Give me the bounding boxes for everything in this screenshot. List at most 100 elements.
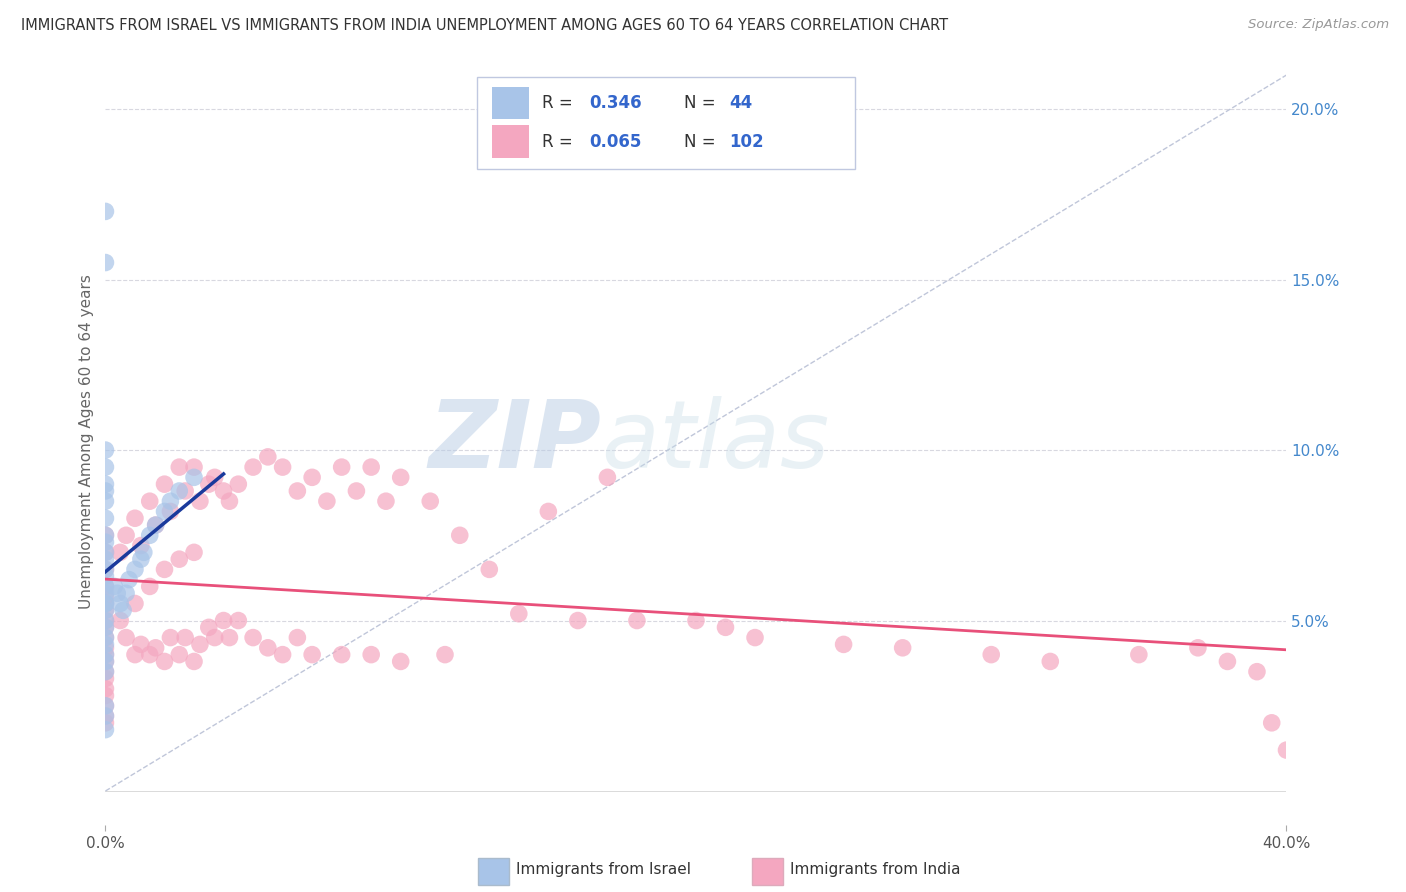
Text: 44: 44 (730, 95, 752, 112)
Point (94, 698, 117, 713)
Point (94, 477, 117, 491)
Text: Source: ZipAtlas.com: Source: ZipAtlas.com (1249, 18, 1389, 31)
Point (124, 511, 146, 525)
Point (94, 655, 117, 669)
Point (197, 477, 219, 491)
Text: N =: N = (685, 133, 721, 151)
Point (744, 631, 766, 645)
Point (94, 672, 117, 686)
Point (257, 640, 280, 655)
Point (626, 614, 648, 628)
Point (94, 590, 117, 604)
Point (94, 665, 117, 679)
Point (145, 640, 167, 655)
Point (138, 494, 162, 508)
Y-axis label: Unemployment Among Ages 60 to 64 years: Unemployment Among Ages 60 to 64 years (79, 274, 94, 609)
Point (508, 607, 530, 621)
Point (188, 637, 211, 651)
Point (129, 539, 152, 553)
Point (183, 460, 205, 475)
Point (197, 620, 219, 634)
Point (94, 535, 117, 549)
Point (685, 614, 707, 628)
Point (94, 528, 117, 542)
Point (346, 483, 368, 498)
Point (94, 597, 117, 611)
Point (183, 545, 205, 559)
Point (287, 631, 309, 645)
Point (94, 648, 117, 662)
Point (94, 631, 117, 645)
Point (374, 494, 398, 508)
Point (145, 518, 167, 533)
Point (124, 597, 146, 611)
Point (94, 603, 117, 617)
Point (94, 681, 117, 696)
Point (567, 614, 589, 628)
Point (218, 631, 240, 645)
Point (330, 460, 353, 475)
Point (159, 494, 181, 508)
Point (271, 460, 294, 475)
Text: 102: 102 (730, 133, 763, 151)
Point (94, 637, 117, 651)
Text: R =: R = (543, 95, 578, 112)
Point (94, 255, 117, 269)
Point (110, 545, 132, 559)
Point (94, 709, 117, 723)
Point (94, 545, 117, 559)
Point (129, 552, 152, 566)
Point (94, 460, 117, 475)
Text: Immigrants from India: Immigrants from India (790, 863, 960, 877)
Point (169, 460, 191, 475)
Point (94, 528, 117, 542)
Text: 0.346: 0.346 (589, 95, 643, 112)
Point (124, 648, 146, 662)
Point (287, 483, 309, 498)
Point (118, 573, 141, 587)
Point (110, 597, 132, 611)
Point (257, 450, 280, 464)
Text: atlas: atlas (602, 396, 830, 487)
Point (124, 562, 146, 576)
Point (1187, 640, 1209, 655)
Point (169, 483, 191, 498)
Point (433, 648, 456, 662)
Bar (492, 126, 530, 158)
Point (537, 504, 560, 518)
Text: Immigrants from Israel: Immigrants from Israel (516, 863, 690, 877)
Point (159, 631, 181, 645)
Point (1128, 648, 1150, 662)
Point (94, 665, 117, 679)
Point (110, 614, 132, 628)
Point (159, 504, 181, 518)
Point (478, 562, 501, 576)
Point (94, 614, 117, 628)
Point (832, 637, 855, 651)
Point (94, 569, 117, 583)
Point (153, 655, 176, 669)
Text: R =: R = (543, 133, 578, 151)
Point (94, 620, 117, 634)
Point (145, 518, 167, 533)
Point (183, 655, 205, 669)
Point (169, 552, 191, 566)
Point (94, 597, 117, 611)
Point (330, 648, 353, 662)
Point (980, 648, 1002, 662)
Point (132, 545, 155, 559)
Point (242, 460, 264, 475)
Point (94, 586, 117, 600)
Point (419, 494, 441, 508)
Point (94, 631, 117, 645)
Point (138, 528, 162, 542)
Point (115, 586, 138, 600)
Point (360, 460, 382, 475)
Point (301, 470, 323, 484)
Point (891, 640, 914, 655)
Point (153, 562, 176, 576)
Text: N =: N = (685, 95, 721, 112)
Point (94, 648, 117, 662)
Point (360, 648, 382, 662)
Point (112, 603, 135, 617)
